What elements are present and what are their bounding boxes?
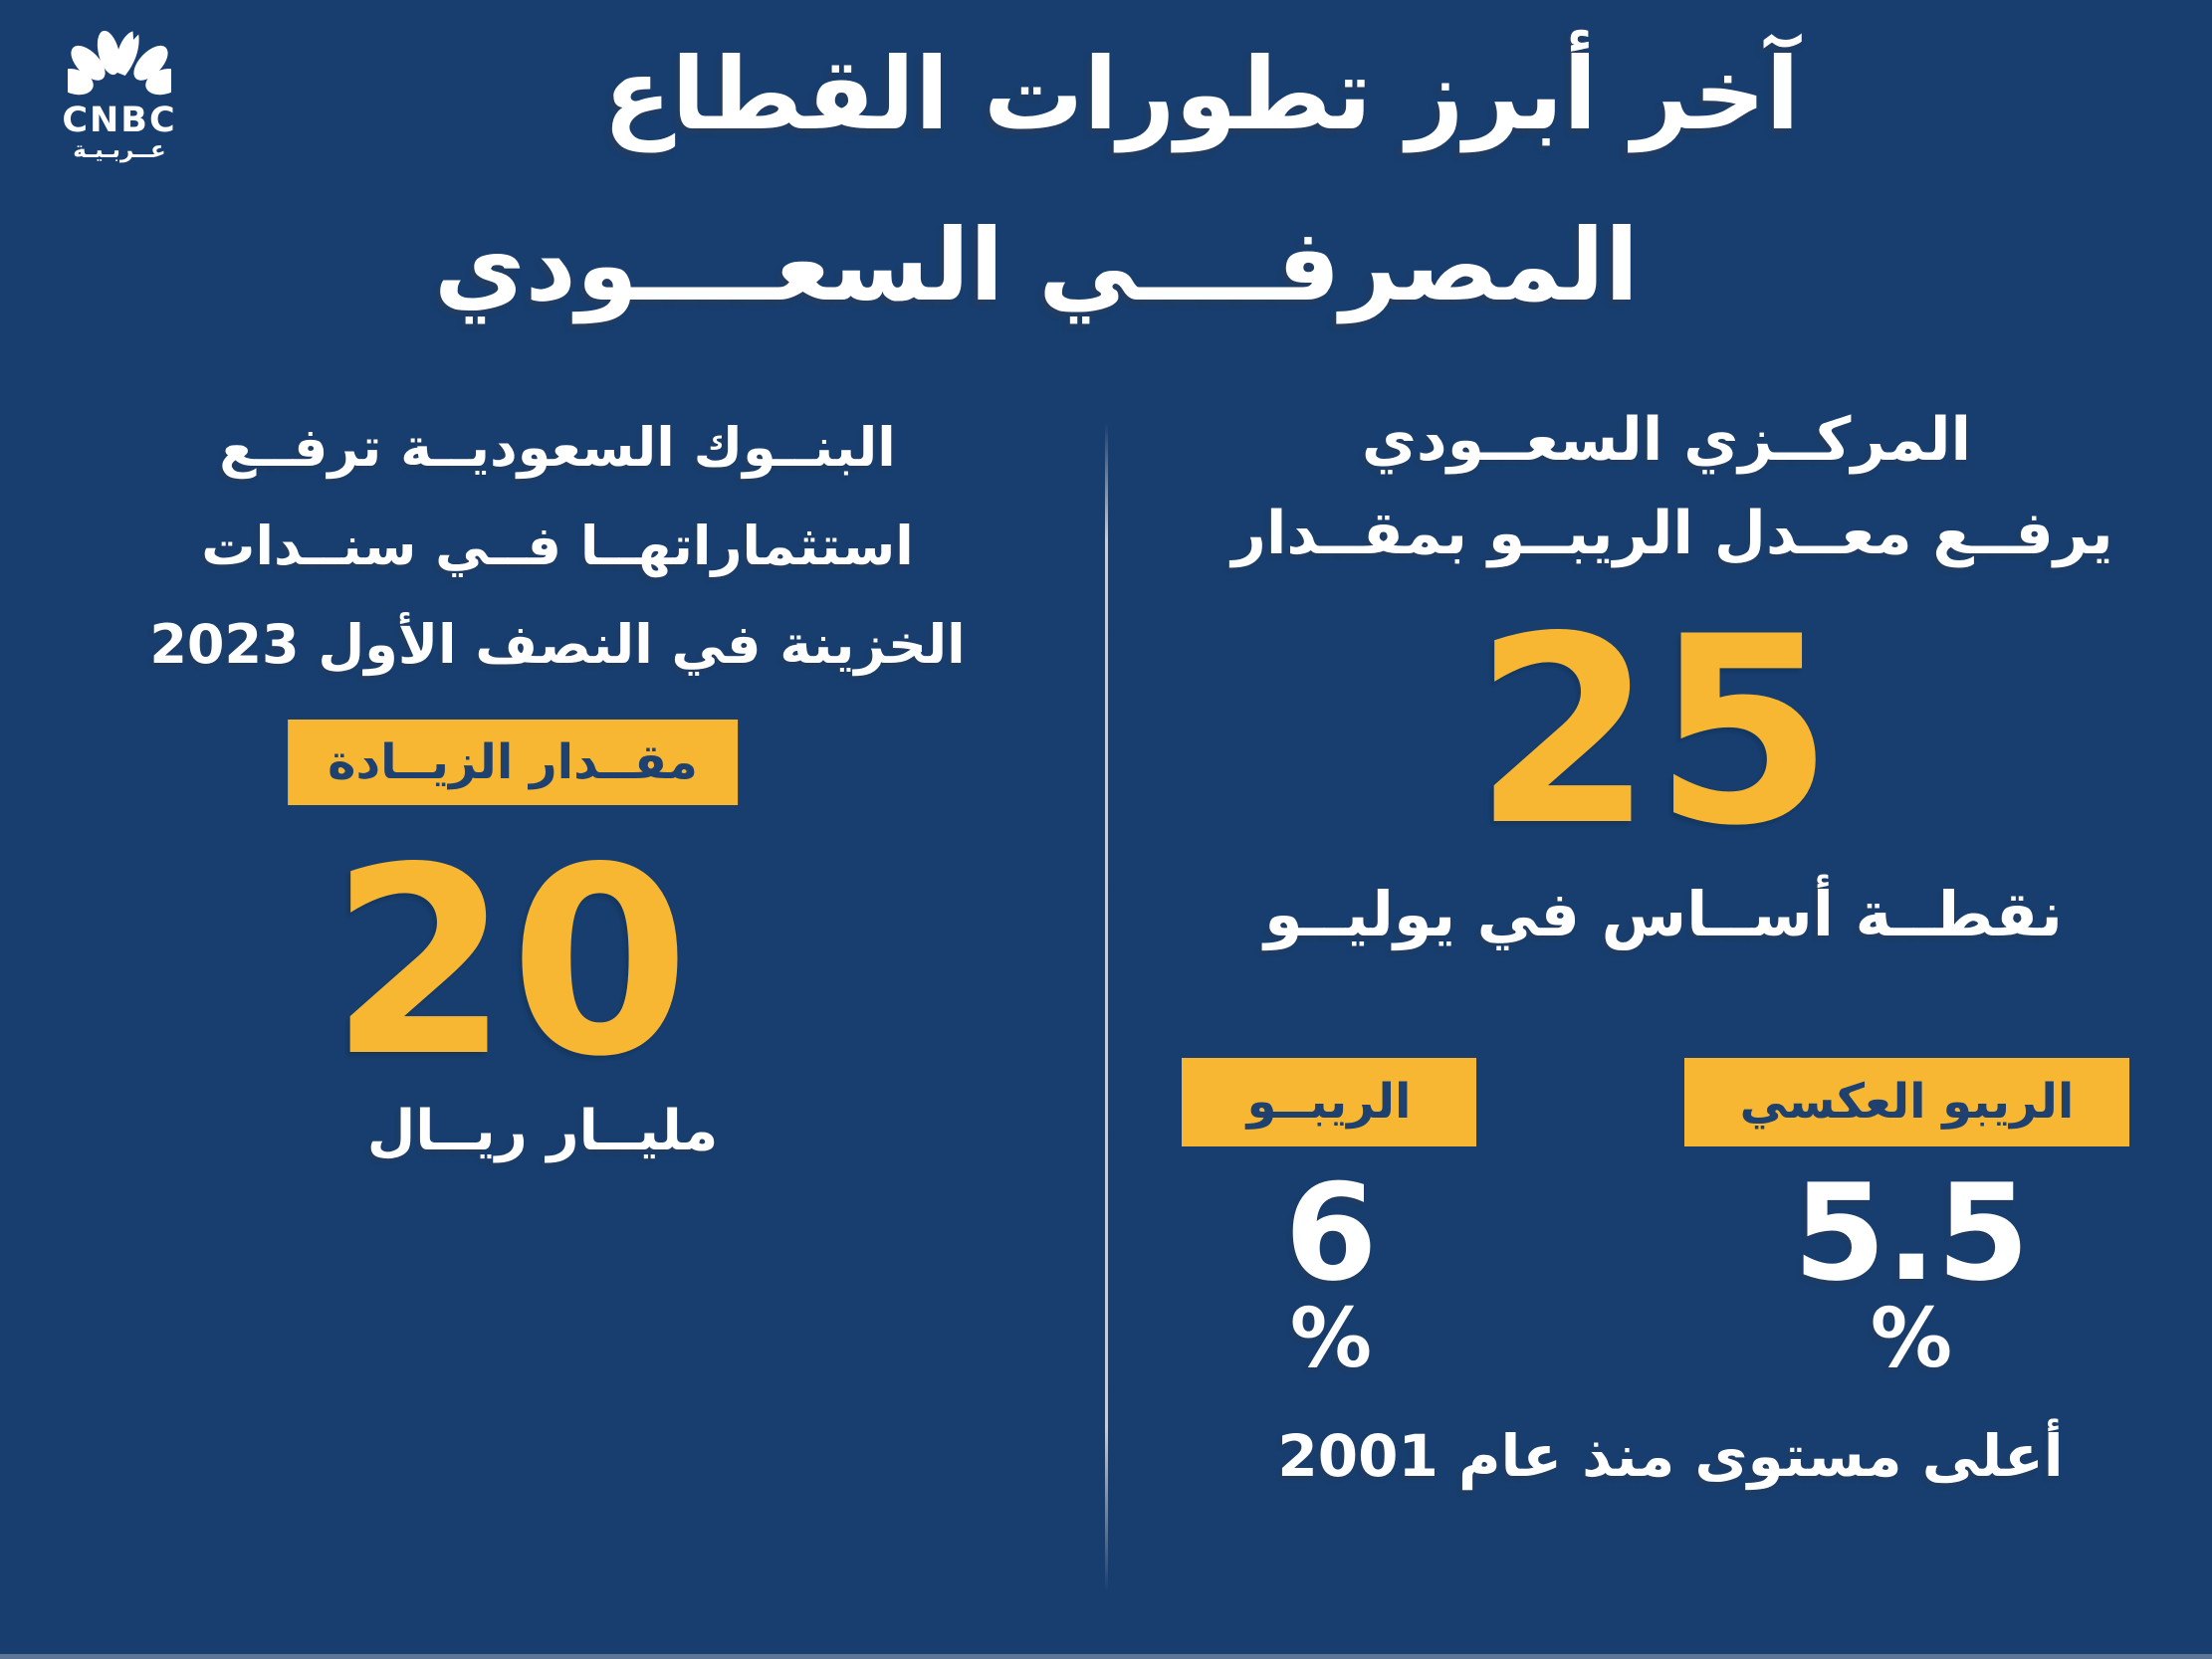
left-heading: البنــوك السعوديــة ترفــع استثماراتهــا…	[149, 398, 965, 694]
brand-arabic-text: عــربـيـة	[73, 137, 166, 163]
repo-percent: %	[1289, 1292, 1373, 1386]
right-heading-line1: المركــزي السعــودي	[1361, 405, 1972, 475]
column-divider	[1105, 423, 1108, 1592]
highest-level-footnote: أعلى مستوى منذ عام 2001	[1277, 1422, 2064, 1490]
repo-badge: الريبــو	[1182, 1058, 1476, 1146]
reverse-repo-percent: %	[1870, 1292, 1953, 1386]
reverse-repo-value: 5.5	[1793, 1155, 2030, 1311]
right-heading-line2: يرفــع معــدل الريبــو بمقــدار	[1231, 499, 2113, 568]
left-heading-line1: البنــوك السعوديــة ترفــع	[219, 416, 896, 479]
reverse-repo-badge: الريبو العكسي	[1684, 1058, 2129, 1146]
increase-value: 20	[330, 813, 690, 1114]
brand-text: CNBC	[62, 101, 177, 140]
increase-unit: مليــار ريــال	[366, 1099, 719, 1163]
left-heading-line2: استثماراتهــا فــي سنــدات	[201, 515, 914, 577]
repo-hike-caption: نقطــة أســاس في يوليــو	[1264, 878, 2063, 950]
left-heading-line3: الخزينة في النصف الأول 2023	[149, 613, 966, 676]
main-title-line2: المصرفــــي السعــــودي	[433, 207, 1640, 323]
main-title-line1: آخر أبرز تطورات القطاع	[603, 36, 1800, 152]
repo-hike-value: 25	[1473, 582, 1834, 883]
peacock-icon	[55, 30, 184, 102]
cnbc-logo: CNBC عــربـيـة	[50, 30, 189, 163]
repo-value: 6	[1284, 1155, 1378, 1311]
bottom-edge-strip	[0, 1654, 2212, 1659]
increase-amount-badge: مقــدار الزيــادة	[288, 720, 738, 805]
